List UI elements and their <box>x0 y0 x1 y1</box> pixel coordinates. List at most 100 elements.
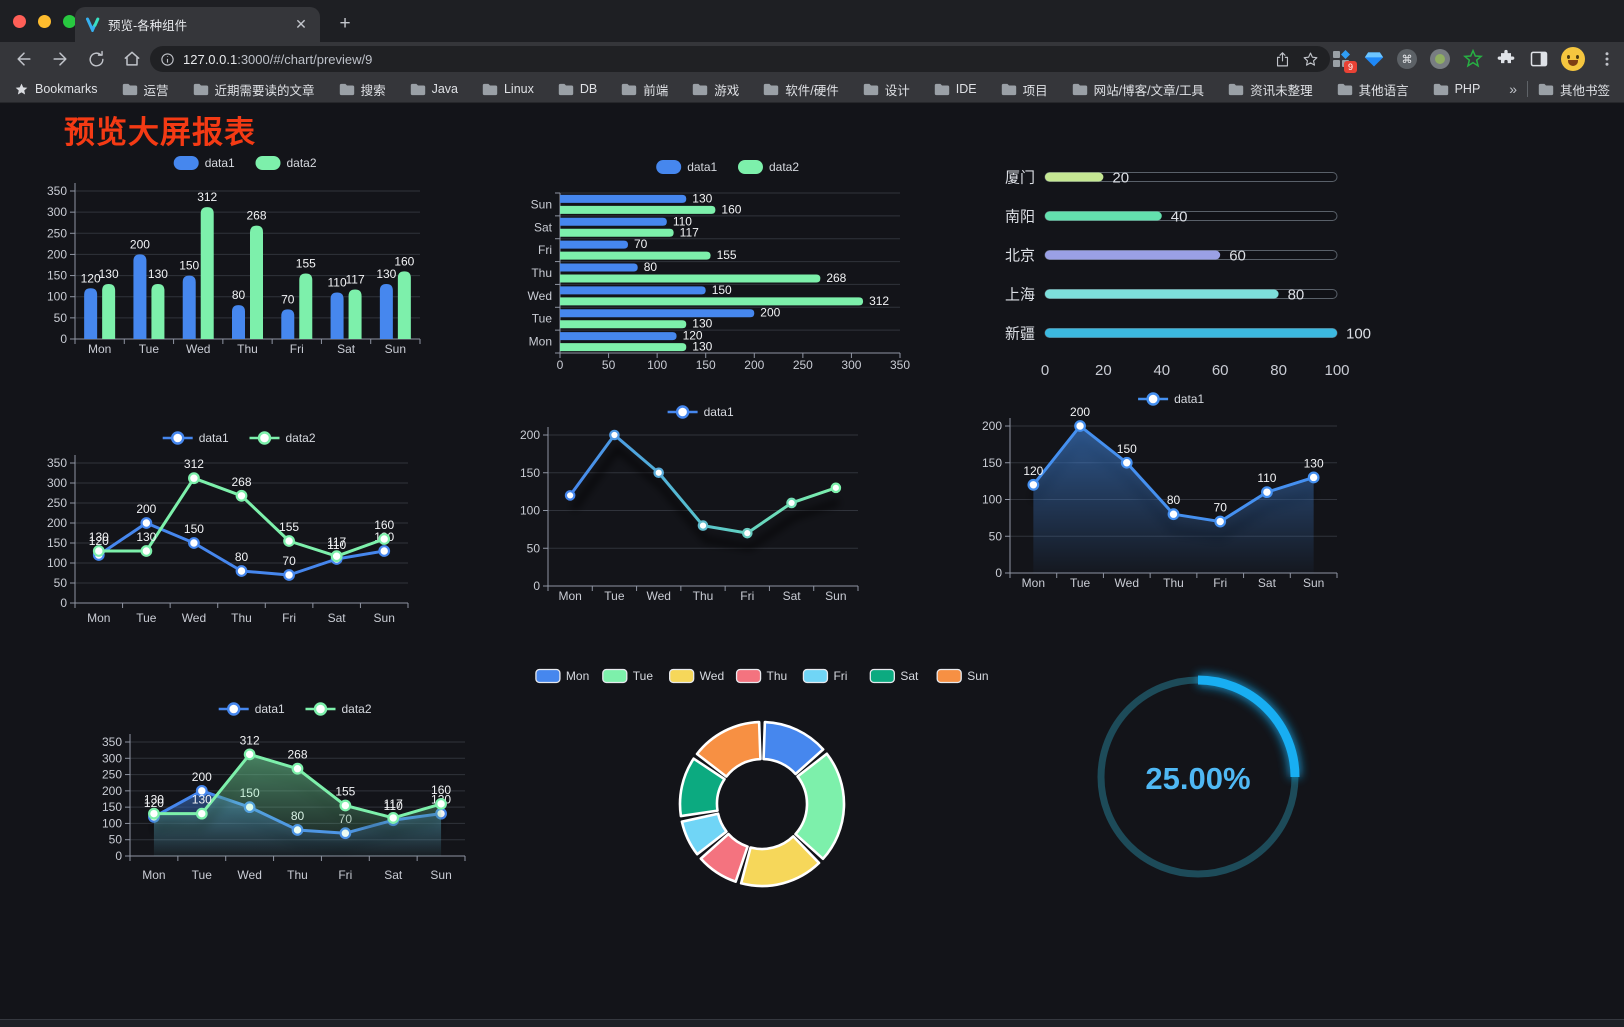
bookmark-folder[interactable]: DB <box>558 82 597 96</box>
svg-text:200: 200 <box>47 516 67 530</box>
bookmark-folder[interactable]: IDE <box>934 82 977 96</box>
share-icon[interactable] <box>1272 49 1292 69</box>
record-circle-icon[interactable] <box>1429 48 1451 70</box>
command-circle-icon[interactable]: ⌘ <box>1396 48 1418 70</box>
other-bookmarks-folder[interactable]: 其他书签 <box>1538 80 1610 99</box>
chart-area-two-series[interactable]: 0 50 100 150 200 250 300 350 Mon Tue Wed Thu Fri Sat S… <box>100 691 520 896</box>
bookmark-label: PHP <box>1454 82 1481 96</box>
extensions-row: 9 ⌘ <box>1330 42 1618 76</box>
bookmark-folder[interactable]: 搜索 <box>339 80 386 99</box>
svg-text:Fri: Fri <box>338 868 352 882</box>
address-bar[interactable]: 127.0.0.1:3000/#/chart/preview/9 <box>150 46 1330 72</box>
bookmark-label: Linux <box>503 82 534 96</box>
chart-line-gradient[interactable]: 0 50 100 150 200 Mon Tue Wed Thu Fri Sat Sun data1 <box>495 399 915 611</box>
bookmark-folder[interactable]: 资讯未整理 <box>1228 80 1313 99</box>
svg-text:150: 150 <box>1117 442 1137 456</box>
menu-kebab-icon[interactable] <box>1596 48 1618 70</box>
reload-button[interactable] <box>84 47 108 71</box>
site-info-icon[interactable] <box>160 52 175 67</box>
folder-icon <box>122 83 137 95</box>
svg-text:130: 130 <box>99 267 119 281</box>
svg-text:80: 80 <box>1167 493 1181 507</box>
chart-area-single[interactable]: 0 50 100 150 200 Mon Tue Wed Thu Fri Sat Sun 120 200 1… <box>975 389 1395 601</box>
tab-close-icon[interactable]: ✕ <box>295 15 307 32</box>
bookmark-label: Bookmarks <box>35 82 98 96</box>
bookmark-label: 游戏 <box>714 83 740 98</box>
svg-text:Mon: Mon <box>142 868 165 882</box>
bookmark-folder[interactable]: 游戏 <box>692 80 739 99</box>
svg-text:150: 150 <box>179 259 199 273</box>
svg-text:Fri: Fri <box>740 589 754 603</box>
bookmark-folder[interactable]: 软件/硬件 <box>763 80 839 99</box>
bookmark-folder[interactable]: 其他语言 <box>1337 80 1409 99</box>
svg-text:80: 80 <box>1288 287 1305 304</box>
chart-pie-donut[interactable]: Mon Tue Wed Thu Fri Sat Sun <box>535 661 989 901</box>
folder-icon <box>934 83 949 95</box>
svg-text:350: 350 <box>102 735 122 749</box>
svg-text:70: 70 <box>282 554 296 568</box>
minimize-window-button[interactable] <box>38 15 51 28</box>
bookmark-folder[interactable]: 运营 <box>122 80 169 99</box>
forward-button[interactable] <box>48 47 72 71</box>
svg-text:Thu: Thu <box>237 342 258 356</box>
chart-line-two-series[interactable]: 0 50 100 150 200 250 300 350 Mon Tue Wed Thu Fri Sat S… <box>35 426 455 638</box>
chart-progress-bars[interactable]: 厦门 20 南阳 40 北京 60 上海 80 新疆 100 0 20 40 60 80 100 <box>985 161 1385 386</box>
svg-text:新疆: 新疆 <box>1005 326 1035 343</box>
svg-text:100: 100 <box>1346 326 1371 343</box>
tab-title: 预览-各种组件 <box>108 19 188 33</box>
bookmark-folder[interactable]: 设计 <box>863 80 910 99</box>
profile-avatar[interactable] <box>1561 47 1585 71</box>
close-window-button[interactable] <box>13 15 26 28</box>
extension-grid-icon[interactable]: 9 <box>1330 48 1357 73</box>
svg-text:Sun: Sun <box>385 342 406 356</box>
svg-text:Mon: Mon <box>566 669 589 683</box>
bookmarks-bar: Bookmarks 运营 近期需要读的文章 搜索 Java Linux DB 前端 游戏 软件/… <box>0 76 1624 103</box>
back-button[interactable] <box>12 47 36 71</box>
tab-favicon <box>86 17 100 32</box>
browser-tab[interactable]: 预览-各种组件 ✕ <box>75 7 320 42</box>
svg-text:160: 160 <box>431 783 451 797</box>
bookmark-label: 其他书签 <box>1559 83 1610 98</box>
svg-text:150: 150 <box>184 522 204 536</box>
bookmarks-overflow-chevron[interactable]: » <box>1509 81 1517 97</box>
svg-text:200: 200 <box>47 247 67 261</box>
bookmark-folder[interactable]: 近期需要读的文章 <box>193 80 315 99</box>
gem-icon[interactable] <box>1363 48 1385 70</box>
zoom-window-button[interactable] <box>63 15 76 28</box>
chart-bar-horizontal[interactable]: 0 50 100 150 200 250 300 350 Mon Tue Wed Thu Fri Sat S… <box>500 153 920 381</box>
svg-text:117: 117 <box>327 535 346 549</box>
bookmark-folder[interactable]: 前端 <box>621 80 668 99</box>
svg-text:130: 130 <box>148 267 168 281</box>
bookmark-folder[interactable]: 网站/博客/文章/工具 <box>1072 80 1204 99</box>
folder-icon <box>1538 83 1554 95</box>
svg-text:70: 70 <box>281 292 295 306</box>
svg-text:150: 150 <box>102 800 122 814</box>
svg-text:110: 110 <box>328 275 347 289</box>
bookmark-folder[interactable]: 项目 <box>1001 80 1048 99</box>
svg-text:150: 150 <box>520 466 540 480</box>
folder-icon <box>482 83 498 95</box>
bookmark-label: 项目 <box>1022 83 1048 98</box>
bookmark-star-icon[interactable] <box>1300 49 1320 69</box>
svg-text:50: 50 <box>54 576 68 590</box>
puzzle-icon[interactable] <box>1495 48 1517 70</box>
svg-text:80: 80 <box>644 260 658 274</box>
chart-gauge[interactable]: 25.00% <box>1088 672 1308 884</box>
bookmark-folder[interactable]: Java <box>410 82 458 96</box>
bookmarks-manager-item[interactable]: Bookmarks <box>14 82 98 97</box>
svg-text:Sat: Sat <box>900 669 919 683</box>
svg-text:250: 250 <box>47 496 67 510</box>
bookmark-folder[interactable]: Linux <box>482 82 534 96</box>
folder-icon <box>1433 83 1448 95</box>
chart-bar-vertical[interactable]: 0 50 100 150 200 250 300 350 Mon Tue Wed Thu Fri Sat S… <box>45 149 465 374</box>
folder-icon <box>558 83 574 95</box>
bookmark-label: 软件/硬件 <box>785 83 839 98</box>
bookmark-label: 前端 <box>643 83 669 98</box>
svg-text:0: 0 <box>1041 362 1049 379</box>
home-button[interactable] <box>120 47 144 71</box>
svg-text:50: 50 <box>109 833 123 847</box>
new-tab-button[interactable]: + <box>339 13 351 34</box>
sidebar-icon[interactable] <box>1528 48 1550 70</box>
green-star-icon[interactable] <box>1462 48 1484 70</box>
bookmark-folder[interactable]: PHP <box>1433 82 1481 96</box>
